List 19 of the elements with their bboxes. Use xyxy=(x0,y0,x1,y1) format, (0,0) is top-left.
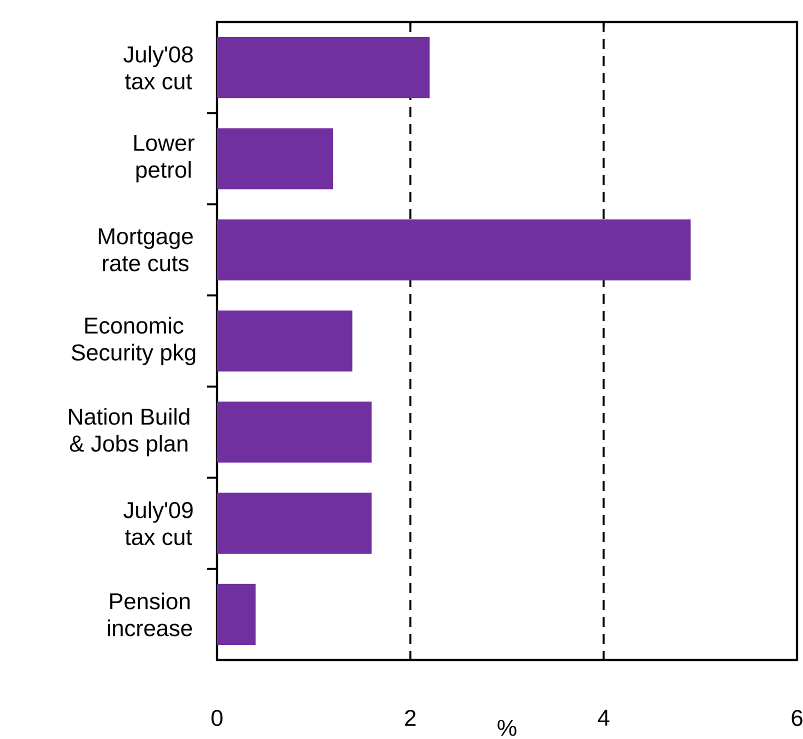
y-tick-label: Pension increase xyxy=(108,592,192,636)
y-tick-label: July'08 tax cut xyxy=(124,46,193,90)
bar xyxy=(217,402,372,463)
y-tick-label: Nation Build & Jobs plan xyxy=(69,408,190,456)
y-tick-label: Economic Security pkg xyxy=(72,316,196,366)
x-tick-label: 0 xyxy=(212,710,222,726)
bar xyxy=(217,584,256,645)
x-tick-label: 4 xyxy=(598,710,610,726)
x-tick-label: 6 xyxy=(792,710,802,726)
bar xyxy=(217,219,691,280)
bar xyxy=(217,310,352,372)
bar xyxy=(217,492,372,554)
x-tick-label: 2 xyxy=(405,710,416,726)
bar xyxy=(217,128,334,190)
x-axis-title: % xyxy=(498,720,516,736)
bar xyxy=(217,37,430,98)
y-tick-label: Lower petrol xyxy=(134,135,194,182)
y-tick-label: Mortgage rate cuts xyxy=(98,228,193,272)
y-tick-label: July'09 tax cut xyxy=(124,501,193,546)
